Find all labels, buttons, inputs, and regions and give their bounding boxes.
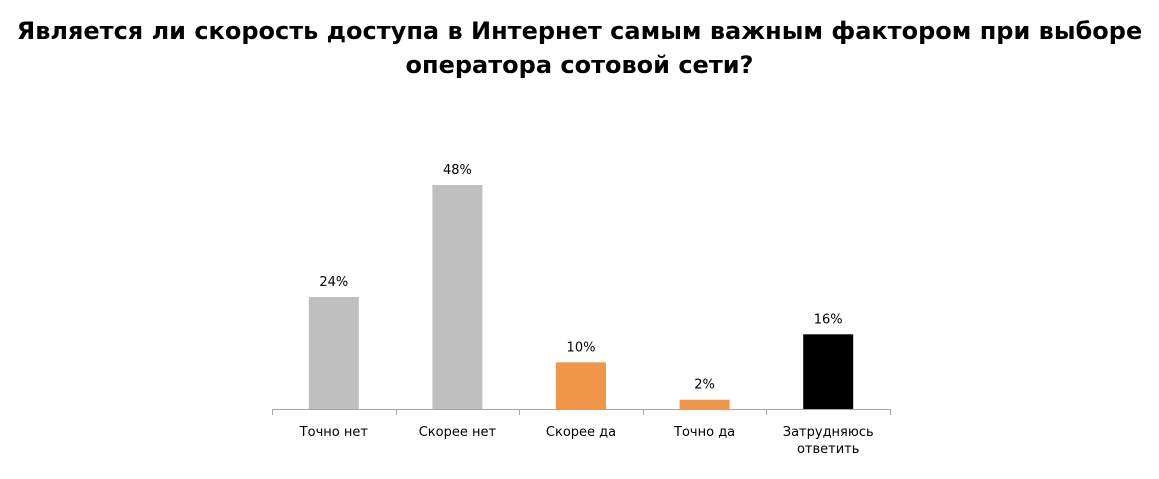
- bar: [803, 334, 854, 409]
- chart-title: Является ли скорость доступа в Интернет …: [0, 14, 1159, 82]
- data-label: 24%: [319, 275, 348, 290]
- chart-title-line-1: Является ли скорость доступа в Интернет …: [16, 17, 1143, 45]
- category-label-line: Скорее да: [546, 425, 616, 440]
- bar: [308, 297, 359, 409]
- category-label: Точно да: [673, 425, 735, 440]
- data-label: 2%: [694, 378, 715, 393]
- value-labels: 24% 48% 10% 2% 16%: [319, 163, 842, 393]
- category-label-line: Скорее нет: [419, 425, 497, 440]
- category-label-line: Точно нет: [299, 425, 369, 440]
- category-label-line: ответить: [797, 442, 859, 457]
- category-label: Скорее да: [546, 425, 616, 440]
- bar: [432, 185, 483, 409]
- category-labels: Точно нет Скорее нет Скорее да Точно да Затр…: [299, 425, 874, 457]
- data-label: 16%: [814, 312, 843, 327]
- data-label: 10%: [567, 340, 596, 355]
- chart-title-line-2: оператора сотовой сети?: [405, 51, 754, 79]
- category-label: Скорее нет: [419, 425, 497, 440]
- category-label: Точно нет: [299, 425, 369, 440]
- category-label-line: Затрудняюсь: [783, 425, 874, 440]
- x-axis-ticks: [272, 409, 891, 415]
- bar: [556, 362, 606, 409]
- category-label-line: Точно да: [673, 425, 735, 440]
- data-label: 48%: [443, 163, 472, 178]
- bars-layer: [308, 185, 854, 409]
- category-label: Затрудняюсь ответить: [783, 425, 874, 457]
- bar: [679, 399, 730, 409]
